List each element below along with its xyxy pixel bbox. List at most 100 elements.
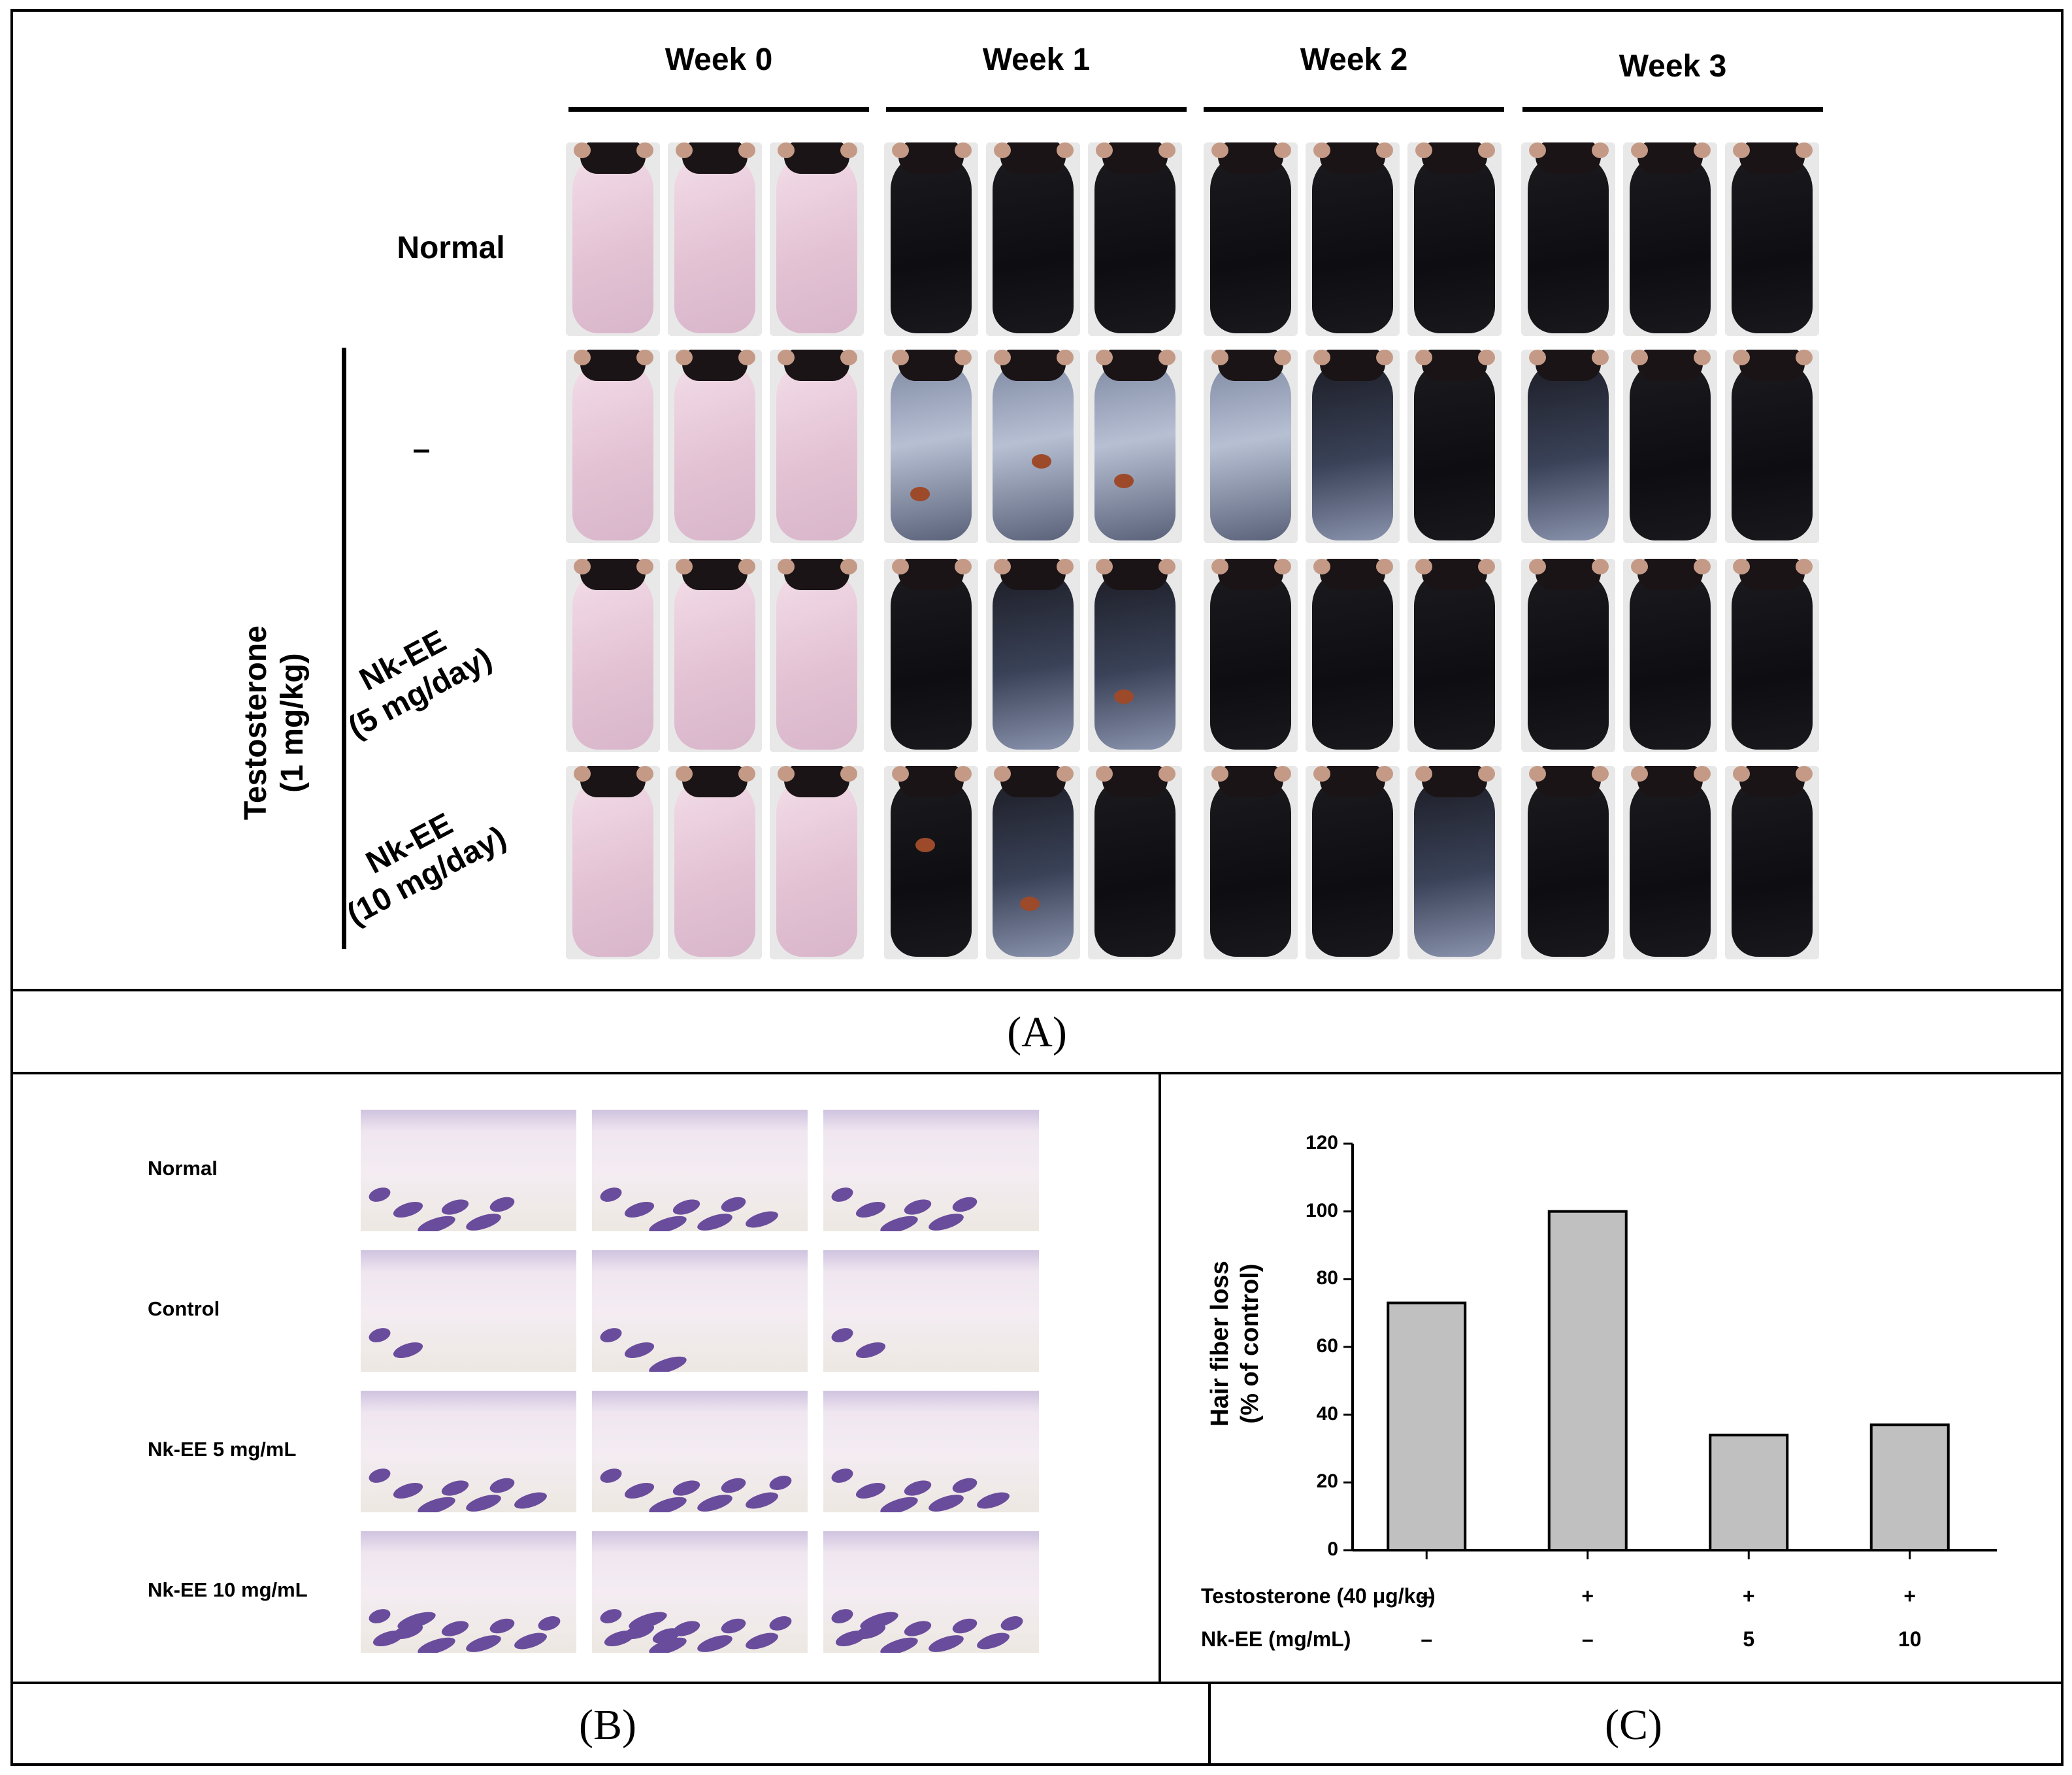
histology-image: [361, 1531, 576, 1653]
mouse-head: [1320, 350, 1385, 381]
mouse-back: [1528, 360, 1609, 540]
mouse-head: [1000, 766, 1066, 797]
bar: [1869, 1423, 1950, 1552]
mouse-back: [776, 153, 857, 333]
mouse-head: [1536, 142, 1601, 174]
mouse-ear: [636, 766, 653, 782]
mouse-ear: [1313, 559, 1330, 574]
mouse-head: [1320, 766, 1385, 797]
histology-image: [361, 1110, 576, 1231]
mouse-ear: [892, 766, 909, 782]
mouse-photo: [986, 350, 1080, 543]
mouse-back: [674, 569, 755, 750]
mouse-photo: [1306, 766, 1400, 959]
mouse-ear: [1478, 142, 1495, 158]
mouse-ear: [955, 766, 972, 782]
mouse-photo: [1623, 142, 1717, 336]
mouse-back: [1312, 153, 1393, 333]
mouse-ear: [1057, 350, 1074, 365]
mouse-back: [1732, 776, 1813, 957]
mouse-ear: [1631, 142, 1648, 158]
mouse-ear: [574, 142, 591, 158]
mouse-ear: [1529, 142, 1546, 158]
mouse-back: [1528, 153, 1609, 333]
skin-lesion: [1032, 454, 1051, 469]
mouse-photo: [566, 142, 660, 336]
y-tick-label: 40: [1316, 1402, 1338, 1425]
mouse-ear: [676, 559, 693, 574]
mouse-ear: [1415, 142, 1432, 158]
divider-b-c-label: [1208, 1682, 1211, 1766]
mouse-ear: [1211, 142, 1228, 158]
mouse-ear: [1478, 350, 1495, 365]
histology-row-label-normal: Normal: [148, 1157, 218, 1180]
mouse-photo: [668, 559, 762, 752]
mouse-ear: [1376, 350, 1393, 365]
mouse-head: [1422, 142, 1487, 174]
mouse-photo: [1407, 350, 1502, 543]
mouse-ear: [840, 766, 857, 782]
mouse-head: [1218, 559, 1283, 590]
mouse-head: [898, 350, 964, 381]
condition-value: –: [1581, 1627, 1594, 1651]
skin-lesion: [1020, 897, 1040, 911]
mouse-back: [1210, 360, 1291, 540]
mouse-head: [1637, 350, 1703, 381]
mouse-head: [1320, 142, 1385, 174]
row-label-normal: Normal: [397, 231, 505, 265]
mouse-back: [1528, 569, 1609, 750]
mouse-ear: [1159, 559, 1176, 574]
mouse-back: [891, 153, 972, 333]
mouse-head: [682, 559, 748, 590]
mouse-ear: [1096, 766, 1113, 782]
mouse-ear: [1211, 559, 1228, 574]
mouse-head: [682, 350, 748, 381]
mouse-back: [1414, 776, 1495, 957]
mouse-photo: [770, 559, 864, 752]
mouse-photo: [1407, 142, 1502, 336]
mouse-head: [1739, 142, 1805, 174]
mouse-ear: [1592, 142, 1609, 158]
mouse-head: [1536, 559, 1601, 590]
condition-label-nk-ee: Nk-EE (mg/mL): [1201, 1627, 1351, 1651]
mouse-ear: [1694, 766, 1711, 782]
mouse-photo: [770, 142, 864, 336]
mouse-photo: [1204, 350, 1298, 543]
mouse-ear: [1694, 559, 1711, 574]
y-tick-label: 100: [1305, 1199, 1338, 1221]
mouse-ear: [1592, 766, 1609, 782]
mouse-back: [1210, 569, 1291, 750]
mouse-ear: [1211, 766, 1228, 782]
mouse-ear: [1631, 559, 1648, 574]
week-header-3: Week 3: [1619, 49, 1727, 84]
divider-a-label: [10, 1072, 2064, 1074]
mouse-back: [1414, 153, 1495, 333]
mouse-back: [1732, 569, 1813, 750]
mouse-photo: [1623, 766, 1717, 959]
mouse-head: [1000, 142, 1066, 174]
mouse-ear: [994, 350, 1011, 365]
mouse-ear: [1274, 559, 1291, 574]
group-label-testosterone: Testosterone (1 mg/kg): [238, 625, 310, 820]
mouse-ear: [1631, 766, 1648, 782]
histology-image: [823, 1531, 1039, 1653]
y-axis-label: Hair fiber loss (% of control): [1206, 1261, 1264, 1427]
mouse-ear: [1733, 142, 1750, 158]
mouse-head: [1102, 766, 1168, 797]
mouse-ear: [955, 350, 972, 365]
mouse-ear: [840, 350, 857, 365]
mouse-photo: [884, 350, 978, 543]
mouse-ear: [574, 350, 591, 365]
mouse-back: [1094, 153, 1176, 333]
histology-image: [592, 1531, 808, 1653]
mouse-ear: [994, 559, 1011, 574]
mouse-ear: [1529, 766, 1546, 782]
divider-b-c: [1159, 1072, 1161, 1683]
mouse-photo: [1204, 559, 1298, 752]
mouse-ear: [778, 559, 795, 574]
mouse-ear: [1096, 350, 1113, 365]
mouse-photo: [1521, 559, 1615, 752]
chart-bars: [1387, 1210, 1950, 1552]
mouse-ear: [892, 559, 909, 574]
mouse-ear: [1478, 766, 1495, 782]
